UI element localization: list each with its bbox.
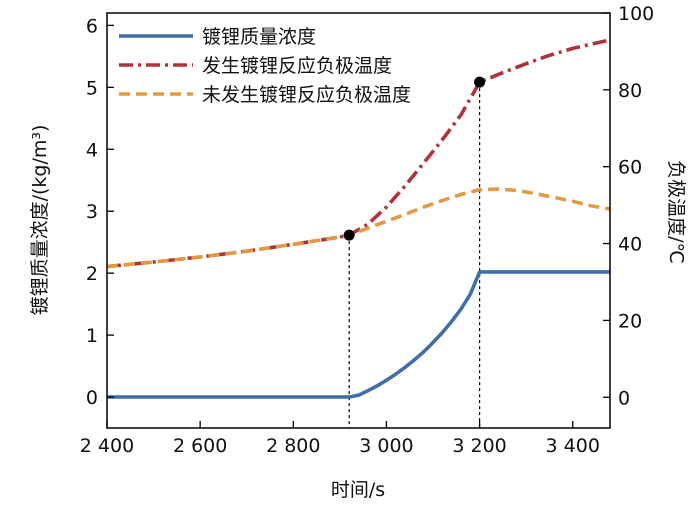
series-line-3 [106, 187, 611, 269]
data-point-marker [343, 229, 355, 241]
y-right-tick-label: 100 [618, 3, 654, 25]
x-tick-label: 3 200 [452, 435, 506, 457]
y-axis-left-title: 镀锂质量浓度/(kg/m³) [29, 125, 51, 316]
x-tick-label: 3 400 [546, 435, 600, 457]
y-left-tick-label: 4 [86, 139, 98, 161]
y-axis-right-title: 负极温度/℃ [665, 160, 687, 264]
y-left-tick-label: 2 [86, 263, 98, 285]
y-right-tick-label: 40 [618, 234, 642, 256]
reference-lines [348, 82, 481, 428]
plot-frame [106, 12, 611, 429]
series-line-1 [107, 270, 610, 399]
legend-label: 镀锂质量浓度 [202, 26, 316, 48]
y-axis-left: 0 1 2 3 4 5 6 [86, 15, 114, 409]
x-tick-label: 2 400 [80, 435, 134, 457]
y-right-tick-label: 0 [618, 387, 630, 409]
y-axis-right: 0 20 40 60 80 100 [603, 3, 654, 409]
series-layer [106, 38, 611, 399]
y-left-tick-label: 3 [86, 201, 98, 223]
marker-layer [343, 76, 486, 241]
x-tick-label: 2 600 [173, 435, 227, 457]
x-tick-label: 3 000 [359, 435, 413, 457]
y-right-tick-label: 20 [618, 310, 642, 332]
y-left-tick-label: 5 [86, 77, 98, 99]
y-left-tick-label: 1 [86, 325, 98, 347]
y-right-tick-label: 60 [618, 157, 642, 179]
x-axis: 2 400 2 600 2 800 3 000 3 200 3 400 [80, 421, 600, 457]
legend-label: 未发生镀锂反应负极温度 [202, 84, 411, 106]
x-tick-label: 2 800 [266, 435, 320, 457]
data-point-marker [474, 76, 486, 88]
y-left-tick-label: 6 [86, 15, 98, 37]
y-right-tick-label: 80 [618, 80, 642, 102]
y-left-tick-label: 0 [86, 387, 98, 409]
legend-label: 发生镀锂反应负极温度 [202, 55, 392, 77]
x-axis-title: 时间/s [331, 479, 385, 501]
